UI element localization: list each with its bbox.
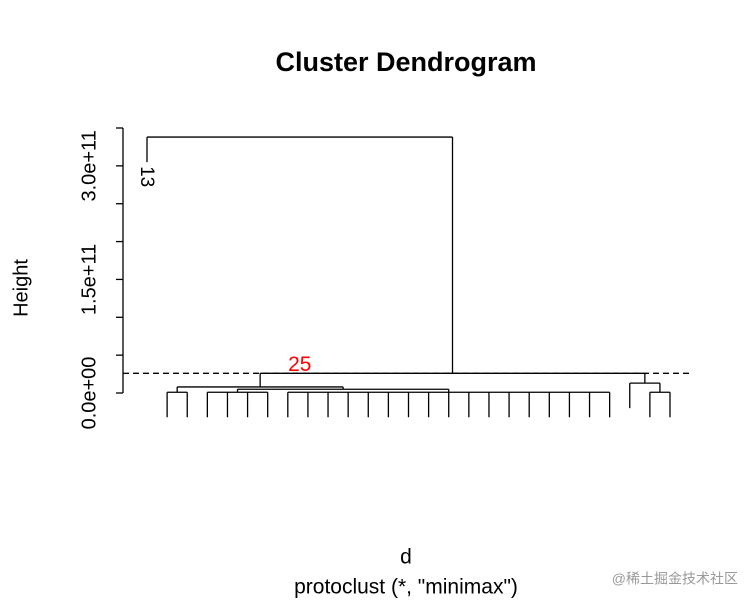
chart-title: Cluster Dendrogram <box>275 47 536 77</box>
y-tick-label: 0.0e+00 <box>78 357 100 430</box>
leaf-label: 13 <box>136 166 157 187</box>
watermark: @稀土掘金技术社区 <box>612 571 738 587</box>
y-axis-title: Height <box>10 259 32 317</box>
subtitle: protoclust (*, "minimax") <box>294 576 518 599</box>
y-tick-label: 3.0e+11 <box>78 130 100 201</box>
y-tick-label: 1.5e+11 <box>78 244 100 315</box>
cut-label: 25 <box>288 353 311 376</box>
x-axis-title: d <box>400 546 412 569</box>
